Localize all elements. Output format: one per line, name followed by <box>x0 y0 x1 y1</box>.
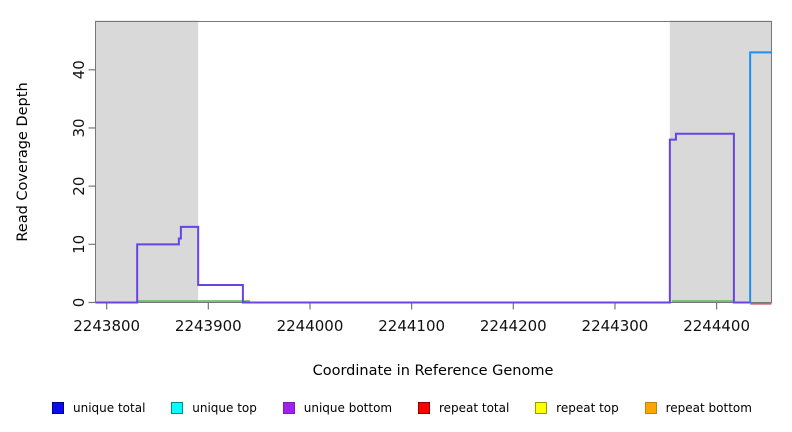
y-tick-label: 0 <box>70 298 88 308</box>
legend-item-repeat-top: repeat top <box>535 401 619 415</box>
legend-item-unique-bottom: unique bottom <box>282 401 393 415</box>
legend-swatch-repeat-top <box>535 402 548 414</box>
x-tick-label: 2243800 <box>73 317 140 335</box>
y-tick-label: 20 <box>70 177 88 196</box>
legend-label: unique total <box>73 401 146 415</box>
legend-label: repeat top <box>556 401 619 415</box>
left-shaded-region <box>95 20 199 303</box>
x-tick-label: 2243900 <box>175 317 242 335</box>
x-tick-label: 2244100 <box>378 317 445 335</box>
y-tick-label: 30 <box>70 118 88 137</box>
x-tick-label: 2244200 <box>480 317 547 335</box>
legend-label: repeat total <box>438 401 510 415</box>
legend-item-repeat-bottom: repeat bottom <box>644 401 752 415</box>
y-tick-label: 10 <box>70 235 88 254</box>
legend-item-unique-total: unique total <box>52 401 145 415</box>
x-axis-title: Coordinate in Reference Genome <box>312 363 554 379</box>
series-unique-top-coverage <box>749 51 772 303</box>
x-tick-label: 2244300 <box>582 317 649 335</box>
legend-swatch-repeat-bottom <box>644 402 657 414</box>
x-tick-label: 2244000 <box>277 317 344 335</box>
legend-swatch-unique-bottom <box>282 402 295 414</box>
x-tick-label: 2244400 <box>683 317 750 335</box>
legend-label: repeat bottom <box>665 401 752 415</box>
legend-swatch-repeat-total <box>417 402 430 414</box>
legend-item-repeat-total: repeat total <box>417 401 510 415</box>
series-unique-bottom-coverage <box>95 132 751 304</box>
legend-swatch-unique-top <box>171 402 184 414</box>
legend: unique total unique top unique bottom repea… <box>52 398 752 418</box>
legend-label: unique bottom <box>303 401 393 415</box>
legend-swatch-unique-total <box>52 402 64 414</box>
legend-label: unique top <box>192 401 257 415</box>
right-shaded-region <box>669 20 772 303</box>
y-tick-label: 40 <box>70 60 88 79</box>
legend-item-unique-top: unique top <box>171 401 257 415</box>
y-axis-title: Read Coverage Depth <box>15 82 31 242</box>
